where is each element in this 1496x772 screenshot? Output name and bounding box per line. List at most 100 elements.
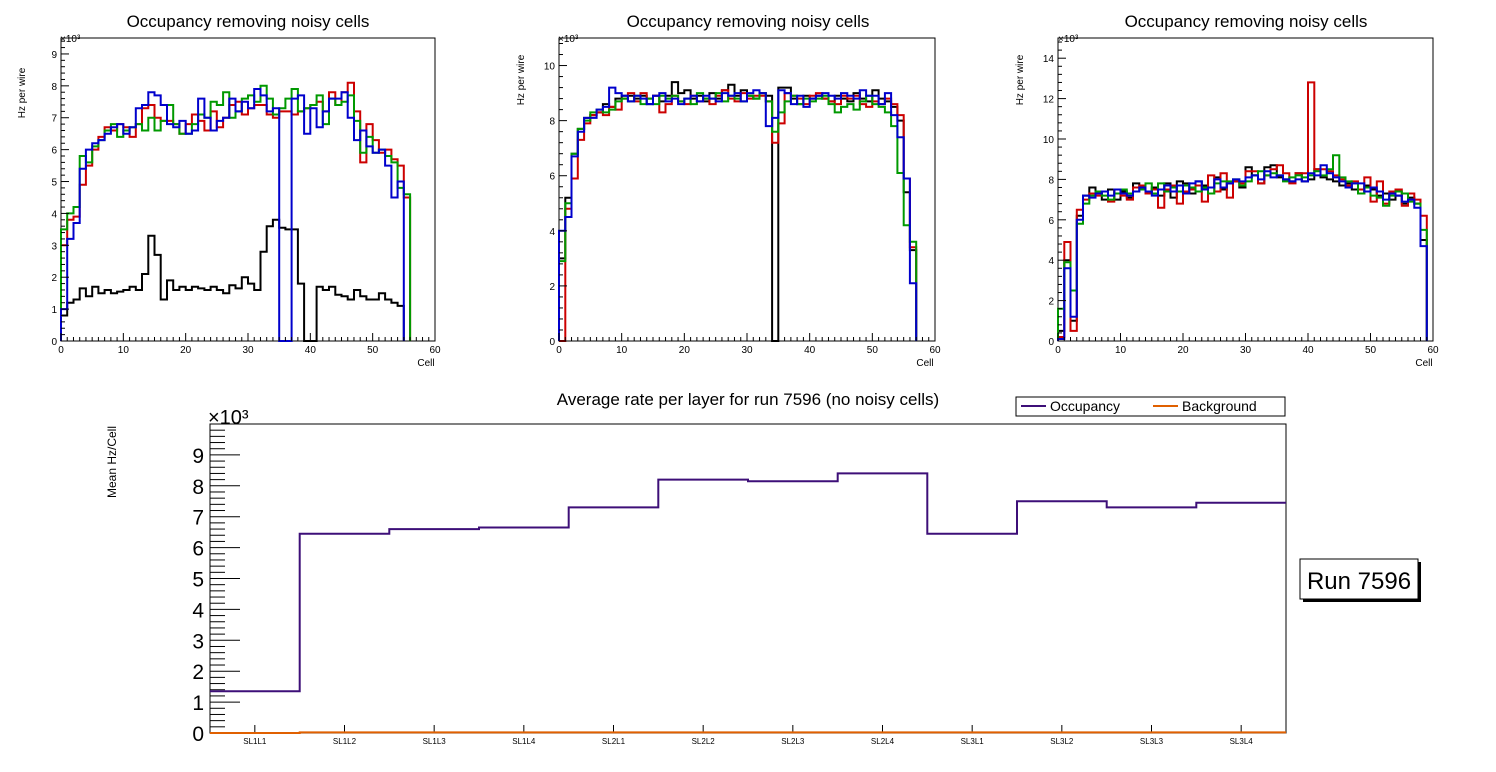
y-axis-label: Hz per wire: [516, 54, 527, 105]
y-tick-label: 6: [1048, 216, 1054, 227]
x-category-label: SL1L1: [243, 737, 267, 746]
histogram-panel-sl1: Occupancy removing noisy cells Hz per wi…: [17, 12, 441, 369]
histogram-panel-sl2: Occupancy removing noisy cells Hz per wi…: [516, 12, 941, 369]
x-tick-label: 40: [305, 345, 317, 356]
y-tick-label: 8: [51, 82, 57, 93]
x-category-label: SL2L2: [692, 737, 716, 746]
run-label-frame: [1299, 558, 1419, 600]
x-tick-label: 20: [679, 345, 691, 356]
x-category-label: SL2L1: [602, 737, 626, 746]
legend-box: [1015, 396, 1286, 417]
y-tick-label: 0: [51, 337, 57, 348]
y-tick-label: 8: [192, 476, 204, 499]
x-category-label: SL1L2: [333, 737, 357, 746]
y-axis-label: Hz per wire: [17, 67, 28, 118]
y-tick-label: 7: [51, 114, 57, 125]
x-category-label: SL2L4: [871, 737, 895, 746]
summary-line-background: [210, 731, 1286, 734]
y-tick-label: 1: [192, 692, 204, 715]
legend-label-background: Background: [1182, 398, 1257, 414]
x-tick-label: 50: [1365, 345, 1377, 356]
y-axis-label: Hz per wire: [1015, 54, 1026, 105]
series-line-layer-1: [60, 218, 405, 342]
x-tick-label: 60: [429, 345, 441, 356]
y-tick-label: 6: [192, 538, 204, 561]
x-tick-label: 60: [1427, 345, 1439, 356]
x-tick-label: 30: [741, 345, 753, 356]
legend: Occupancy Background: [1015, 396, 1286, 417]
panel-title: Occupancy removing noisy cells: [1125, 12, 1368, 31]
y-tick-label: 1: [51, 305, 57, 316]
series-line-layer-4: [1057, 164, 1428, 341]
x-axis-label: Cell: [916, 358, 933, 369]
x-tick-label: 10: [118, 345, 130, 356]
summary-line-occupancy: [210, 472, 1286, 693]
y-tick-label: 4: [192, 599, 204, 622]
series-line-layer-4: [558, 86, 918, 341]
y-tick-label: 9: [51, 50, 57, 61]
x-tick-label: 40: [804, 345, 816, 356]
x-category-label: SL3L3: [1140, 737, 1164, 746]
y-tick-label: 2: [51, 273, 57, 284]
y-tick-label: 8: [549, 117, 555, 128]
y-tick-label: 2: [1048, 297, 1054, 308]
exponent-label: ×10³: [558, 34, 579, 45]
panel-title: Occupancy removing noisy cells: [627, 12, 870, 31]
x-tick-label: 20: [180, 345, 192, 356]
y-tick-label: 3: [192, 630, 204, 653]
y-tick-label: 4: [51, 209, 57, 220]
legend-label-occupancy: Occupancy: [1050, 398, 1120, 414]
histogram-panel-sl3: Occupancy removing noisy cells Hz per wi…: [1015, 12, 1439, 369]
x-category-label: SL2L3: [781, 737, 805, 746]
y-tick-label: 8: [1048, 175, 1054, 186]
y-tick-label: 4: [1048, 256, 1054, 267]
y-tick-label: 12: [1043, 95, 1055, 106]
y-tick-label: 5: [192, 569, 204, 592]
x-axis-label: Cell: [417, 358, 434, 369]
y-tick-label: 9: [192, 445, 204, 468]
run-label: Run 7596: [1307, 568, 1411, 595]
y-tick-label: 0: [192, 723, 204, 746]
y-tick-label: 7: [192, 507, 204, 530]
exponent-label: ×10³: [208, 407, 249, 429]
x-tick-label: 30: [242, 345, 254, 356]
series-line-layer-3: [1057, 154, 1428, 341]
y-tick-label: 6: [549, 172, 555, 183]
y-tick-label: 2: [192, 661, 204, 684]
y-tick-label: 3: [51, 241, 57, 252]
x-tick-label: 50: [867, 345, 879, 356]
exponent-label: ×10³: [60, 34, 81, 45]
y-tick-label: 0: [549, 337, 555, 348]
y-tick-label: 4: [549, 227, 555, 238]
x-category-label: SL3L4: [1230, 737, 1254, 746]
x-tick-label: 0: [1055, 345, 1061, 356]
x-tick-label: 30: [1240, 345, 1252, 356]
series-line-layer-4: [60, 88, 405, 342]
x-tick-label: 50: [367, 345, 379, 356]
x-tick-label: 0: [58, 345, 64, 356]
y-tick-label: 5: [51, 178, 57, 189]
x-category-label: SL3L2: [1050, 737, 1074, 746]
y-tick-label: 0: [1048, 337, 1054, 348]
summary-title: Average rate per layer for run 7596 (no …: [557, 390, 939, 409]
series-line-layer-1: [1057, 164, 1428, 341]
y-axis-label: Mean Hz/Cell: [105, 426, 119, 498]
x-category-label: SL3L1: [961, 737, 985, 746]
x-tick-label: 10: [1115, 345, 1127, 356]
y-tick-label: 10: [544, 62, 556, 73]
y-tick-label: 14: [1043, 54, 1055, 65]
panel-title: Occupancy removing noisy cells: [127, 12, 370, 31]
x-tick-label: 10: [616, 345, 628, 356]
x-category-label: SL1L3: [423, 737, 447, 746]
x-tick-label: 20: [1177, 345, 1189, 356]
summary-panel: Average rate per layer for run 7596 (no …: [105, 390, 1421, 746]
x-tick-label: 60: [929, 345, 941, 356]
x-category-label: SL1L4: [512, 737, 536, 746]
run-label-box: Run 7596: [1299, 558, 1421, 602]
y-tick-label: 6: [51, 146, 57, 157]
x-tick-label: 0: [556, 345, 562, 356]
y-tick-label: 10: [1043, 135, 1055, 146]
x-tick-label: 40: [1302, 345, 1314, 356]
